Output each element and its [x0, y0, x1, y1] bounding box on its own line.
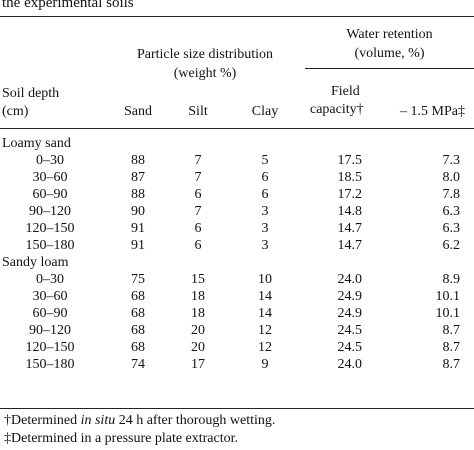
- cell-depth: 60–90: [32, 187, 68, 202]
- cell-fc: 18.5: [337, 170, 363, 185]
- header-water-unit: (volume, %): [354, 46, 425, 61]
- cell-fc: 17.5: [337, 153, 363, 168]
- cell-sand: 91: [131, 238, 145, 253]
- cell-silt: 7: [194, 153, 202, 168]
- cell-silt: 15: [191, 272, 205, 287]
- cell-silt: 7: [194, 170, 202, 185]
- cell-mpa: 8.7: [442, 323, 461, 338]
- cell-sand: 90: [131, 204, 145, 219]
- footnote-double-dagger: ‡Determined in a pressure plate extracto…: [4, 431, 239, 446]
- cell-clay: 6: [261, 187, 269, 202]
- cell-mpa: 8.9: [442, 272, 461, 287]
- cell-mpa: 8.7: [442, 340, 461, 355]
- cell-sand: 68: [131, 289, 145, 304]
- cell-fc: 24.5: [337, 340, 363, 355]
- cell-clay: 12: [258, 340, 272, 355]
- cell-fc: 14.7: [337, 238, 363, 253]
- cell-fc: 24.5: [337, 323, 363, 338]
- cell-silt: 7: [194, 204, 202, 219]
- header-clay: Clay: [251, 104, 279, 119]
- cell-silt: 6: [194, 187, 202, 202]
- cell-clay: 3: [261, 204, 269, 219]
- cell-clay: 12: [258, 323, 272, 338]
- cell-depth: 30–60: [32, 170, 68, 185]
- cell-sand: 87: [131, 170, 145, 185]
- cell-fc: 24.9: [337, 289, 363, 304]
- table-caption: the experimental soils: [2, 0, 134, 11]
- cell-fc: 14.7: [337, 221, 363, 236]
- cell-depth: 150–180: [25, 238, 75, 253]
- cell-sand: 88: [131, 153, 145, 168]
- section-heading: Loamy sand: [2, 136, 71, 151]
- cell-mpa: 6.2: [442, 238, 461, 253]
- water-retention-rule: [305, 68, 474, 69]
- cell-depth: 120–150: [25, 221, 75, 236]
- footnote-dagger: †Determined in situ 24 h after thorough …: [4, 413, 275, 429]
- cell-mpa: 6.3: [442, 204, 461, 219]
- header-sand: Sand: [124, 104, 152, 119]
- top-rule: [0, 16, 474, 17]
- cell-sand: 68: [131, 340, 145, 355]
- cell-clay: 10: [258, 272, 272, 287]
- cell-depth: 150–180: [25, 357, 75, 372]
- cell-silt: 20: [191, 340, 205, 355]
- cell-sand: 88: [131, 187, 145, 202]
- cell-mpa: 8.0: [442, 170, 461, 185]
- cell-silt: 18: [191, 306, 205, 321]
- header-particle-size: Particle size distribution: [136, 47, 274, 62]
- cell-silt: 20: [191, 323, 205, 338]
- header-mpa: – 1.5 MPa‡: [400, 104, 465, 119]
- cell-mpa: 10.1: [435, 289, 461, 304]
- bottom-rule: [0, 408, 474, 409]
- header-particle-unit: (weight %): [173, 66, 237, 81]
- cell-fc: 14.8: [337, 204, 363, 219]
- cell-clay: 14: [258, 306, 272, 321]
- cell-mpa: 6.3: [442, 221, 461, 236]
- header-capacity: capacity†: [310, 102, 364, 117]
- footnote-dagger-post: 24 h after thorough wetting.: [115, 413, 276, 428]
- header-silt: Silt: [188, 104, 208, 119]
- header-water-retention: Water retention: [346, 27, 433, 42]
- cell-mpa: 10.1: [435, 306, 461, 321]
- cell-depth: 90–120: [29, 323, 71, 338]
- cell-silt: 18: [191, 289, 205, 304]
- cell-depth: 0–30: [36, 153, 64, 168]
- cell-fc: 24.0: [337, 272, 363, 287]
- cell-depth: 0–30: [36, 272, 64, 287]
- header-rule: [0, 128, 474, 129]
- cell-depth: 60–90: [32, 306, 68, 321]
- footnote-dagger-italic: in situ: [80, 413, 116, 428]
- header-depth-unit: (cm): [2, 104, 29, 119]
- cell-depth: 120–150: [25, 340, 75, 355]
- cell-clay: 9: [261, 357, 269, 372]
- cell-depth: 90–120: [29, 204, 71, 219]
- cell-sand: 74: [131, 357, 145, 372]
- cell-mpa: 8.7: [442, 357, 461, 372]
- header-soil-depth: Soil depth: [2, 86, 60, 101]
- cell-silt: 17: [191, 357, 205, 372]
- cell-sand: 75: [131, 272, 145, 287]
- cell-clay: 3: [261, 221, 269, 236]
- cell-fc: 17.2: [337, 187, 363, 202]
- footnote-dagger-pre: †Determined: [4, 413, 81, 428]
- cell-clay: 3: [261, 238, 269, 253]
- cell-sand: 91: [131, 221, 145, 236]
- cell-sand: 68: [131, 306, 145, 321]
- cell-sand: 68: [131, 323, 145, 338]
- cell-clay: 5: [261, 153, 269, 168]
- cell-depth: 30–60: [32, 289, 68, 304]
- cell-silt: 6: [194, 221, 202, 236]
- cell-fc: 24.0: [337, 357, 363, 372]
- cell-silt: 6: [194, 238, 202, 253]
- section-heading: Sandy loam: [2, 255, 69, 270]
- header-field: Field: [331, 84, 360, 99]
- cell-mpa: 7.3: [442, 153, 461, 168]
- cell-clay: 6: [261, 170, 269, 185]
- cell-mpa: 7.8: [442, 187, 461, 202]
- cell-clay: 14: [258, 289, 272, 304]
- cell-fc: 24.9: [337, 306, 363, 321]
